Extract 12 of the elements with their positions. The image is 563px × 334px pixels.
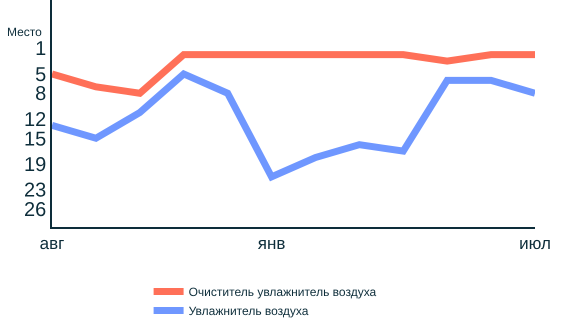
y-tick-label: 8 — [35, 83, 46, 106]
y-tick-label: 1 — [35, 38, 46, 60]
y-tick-label: 12 — [24, 108, 46, 131]
y-tick-label: 5 — [35, 64, 46, 86]
x-tick-label: авг — [40, 234, 64, 254]
legend-label: Увлажнитель воздуха — [188, 304, 309, 318]
x-tick-label: янв — [258, 234, 286, 254]
y-tick-label: 19 — [24, 154, 46, 176]
y-axis-title: Место — [7, 25, 42, 39]
legend-label: Очиститель увлажнитель воздуха — [188, 285, 377, 300]
y-tick-label: 15 — [24, 128, 46, 150]
x-tick-label: июл — [519, 234, 551, 254]
